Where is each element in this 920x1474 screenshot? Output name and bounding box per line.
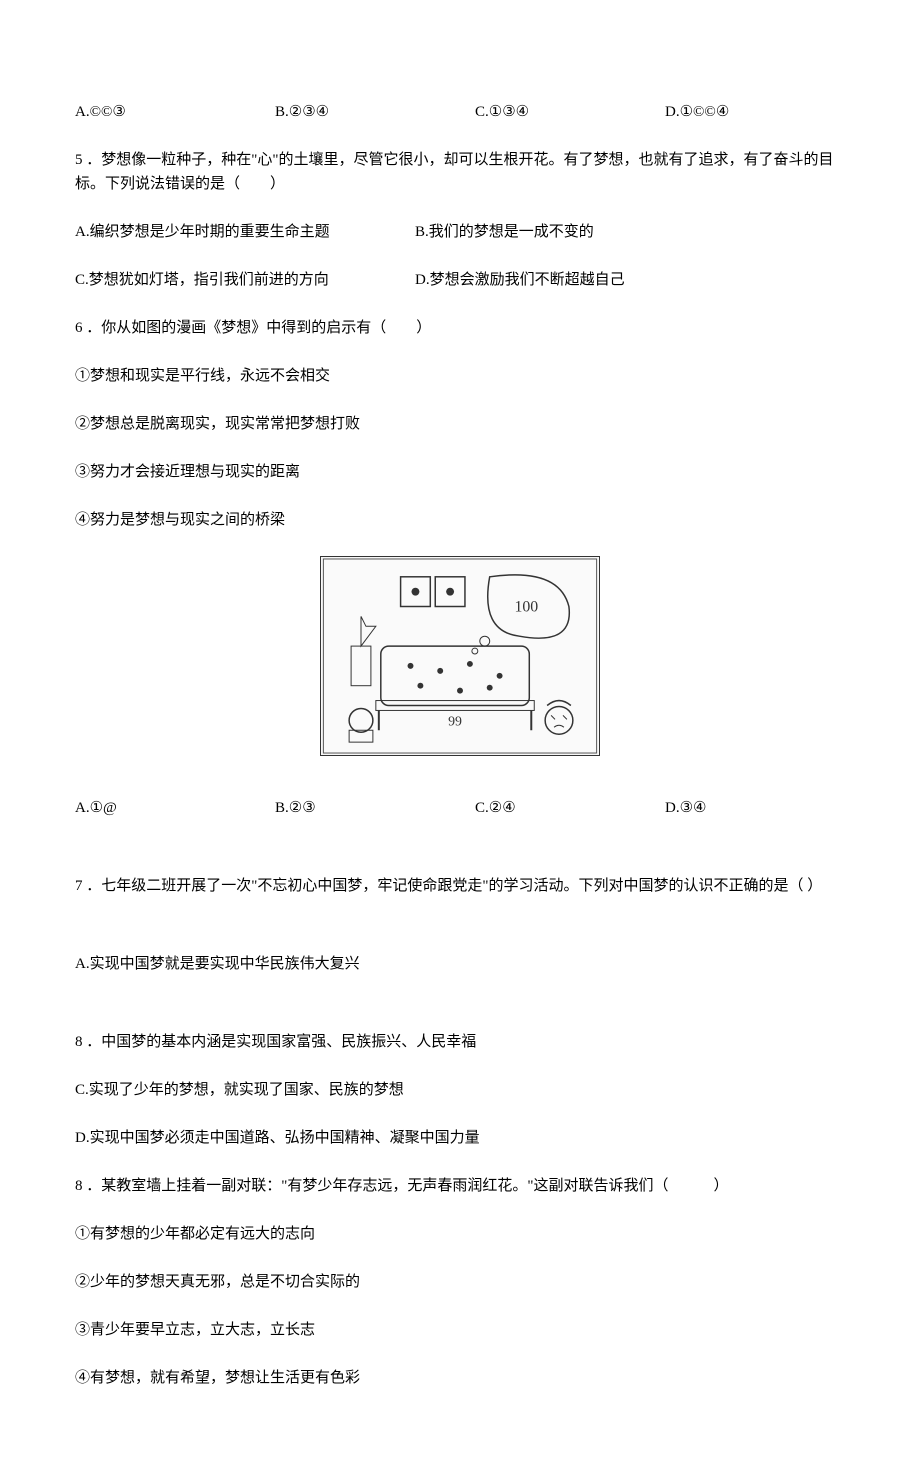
q4-option-d: D.①©©④: [665, 100, 825, 124]
q8b-statement-4: ④有梦想，就有希望，梦想让生活更有色彩: [75, 1366, 845, 1390]
q6-statement-4: ④努力是梦想与现实之间的桥梁: [75, 508, 845, 532]
q4-option-b: B.②③④: [275, 100, 475, 124]
q7-option-d: D.实现中国梦必须走中国道路、弘扬中国精神、凝聚中国力量: [75, 1126, 845, 1150]
q6-statement-1: ①梦想和现实是平行线，永远不会相交: [75, 364, 845, 388]
q6-option-b: B.②③: [275, 796, 475, 820]
q6-number: 6: [75, 320, 83, 336]
q8b-statement-2: ②少年的梦想天真无邪，总是不切合实际的: [75, 1270, 845, 1294]
q8b-stem: 8 ．某教室墙上挂着一副对联："有梦少年存志远，无声春雨润红花。"这副对联告诉我…: [75, 1174, 845, 1198]
q6-stem: 6 ．你从如图的漫画《梦想》中得到的启示有（ ）: [75, 316, 845, 340]
q8b-number: 8: [75, 1178, 83, 1194]
q6-cartoon-image: 100 99: [320, 556, 600, 756]
q6-option-a: A.①@: [75, 796, 275, 820]
q4-options: A.©©③ B.②③④ C.①③④ D.①©©④: [75, 100, 845, 124]
q8a-number: 8: [75, 1034, 83, 1050]
q6-text: ．你从如图的漫画《梦想》中得到的启示有（ ）: [86, 320, 431, 336]
q7-stem: 7 ．七年级二班开展了一次"不忘初心中国梦，牢记使命跟党走"的学习活动。下列对中…: [75, 874, 845, 898]
q8b-statement-3: ③青少年要早立志，立大志，立长志: [75, 1318, 845, 1342]
q4-option-c: C.①③④: [475, 100, 665, 124]
image-score-2: 99: [448, 713, 462, 728]
q5-option-a: A.编织梦想是少年时期的重要生命主题: [75, 220, 415, 244]
q5-number: 5: [75, 152, 83, 168]
q5-options-row1: A.编织梦想是少年时期的重要生命主题 B.我们的梦想是一成不变的: [75, 220, 845, 244]
q6-option-c: C.②④: [475, 796, 665, 820]
q8b-statement-1: ①有梦想的少年都必定有远大的志向: [75, 1222, 845, 1246]
q7-number: 7: [75, 878, 83, 894]
q6-option-d: D.③④: [665, 796, 825, 820]
q5-stem: 5 ．梦想像一粒种子，种在"心"的土壤里，尽管它很小，却可以生根开花。有了梦想，…: [75, 148, 845, 196]
q7-option-a: A.实现中国梦就是要实现中华民族伟大复兴: [75, 952, 845, 976]
q6-statement-2: ②梦想总是脱离现实，现实常常把梦想打败: [75, 412, 845, 436]
q5-option-c: C.梦想犹如灯塔，指引我们前进的方向: [75, 268, 415, 292]
q5-option-b: B.我们的梦想是一成不变的: [415, 220, 755, 244]
q7-text: ．七年级二班开展了一次"不忘初心中国梦，牢记使命跟党走"的学习活动。下列对中国梦…: [86, 878, 822, 894]
q4-option-a: A.©©③: [75, 100, 275, 124]
q5-options-row2: C.梦想犹如灯塔，指引我们前进的方向 D.梦想会激励我们不断超越自己: [75, 268, 845, 292]
q6-statement-3: ③努力才会接近理想与现实的距离: [75, 460, 845, 484]
q6-options: A.①@ B.②③ C.②④ D.③④: [75, 796, 845, 820]
q8a-stem: 8 ．中国梦的基本内涵是实现国家富强、民族振兴、人民幸福: [75, 1030, 845, 1054]
q8a-text: ．中国梦的基本内涵是实现国家富强、民族振兴、人民幸福: [86, 1034, 476, 1050]
q5-text: ．梦想像一粒种子，种在"心"的土壤里，尽管它很小，却可以生根开花。有了梦想，也就…: [75, 152, 834, 192]
cartoon-svg: 100 99: [321, 557, 599, 755]
q7-option-c: C.实现了少年的梦想，就实现了国家、民族的梦想: [75, 1078, 845, 1102]
q5-option-d: D.梦想会激励我们不断超越自己: [415, 268, 755, 292]
thought-bubble-score: 100: [514, 598, 538, 615]
q8b-text: ．某教室墙上挂着一副对联："有梦少年存志远，无声春雨润红花。"这副对联告诉我们（…: [86, 1178, 728, 1194]
